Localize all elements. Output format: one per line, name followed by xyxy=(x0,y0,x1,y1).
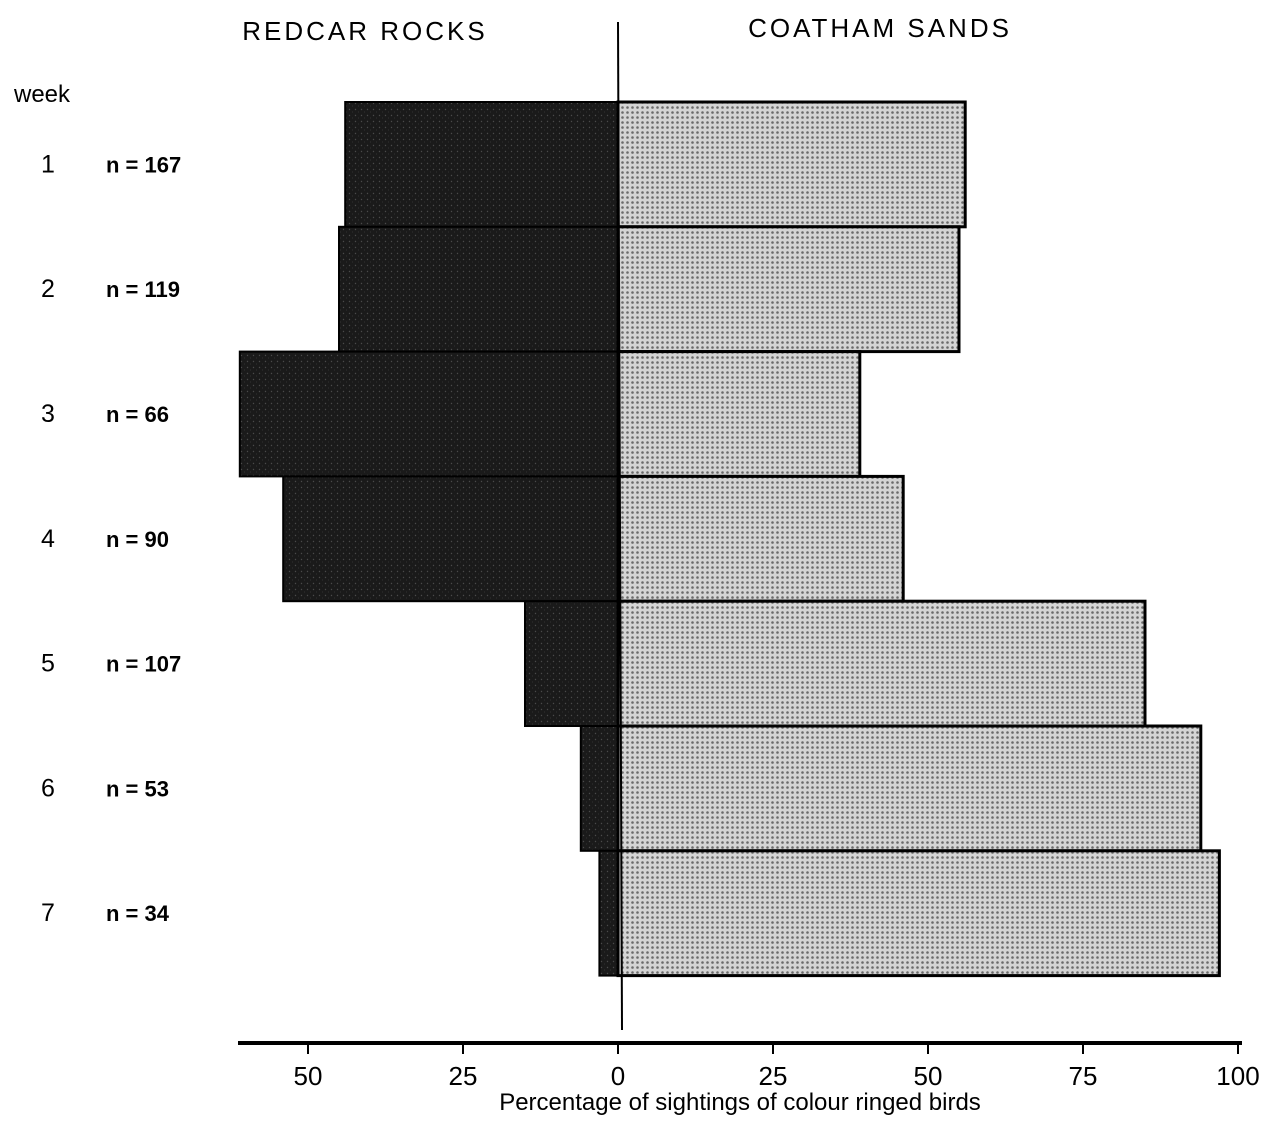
bar-coatham-week-7 xyxy=(616,849,1221,978)
right-header: COATHAM SANDS xyxy=(748,13,1012,43)
bar-redcar-week-2 xyxy=(338,225,619,353)
x-tick-label-75: 75 xyxy=(1069,1061,1098,1091)
week-label-6: 6 xyxy=(41,774,55,802)
bar-coatham-week-6 xyxy=(616,724,1203,853)
bar-redcar-week-3 xyxy=(238,350,620,478)
redcar-rocks-bars xyxy=(238,101,620,977)
bar-coatham-week-3 xyxy=(616,350,862,478)
left-header: REDCAR ROCKS xyxy=(242,16,487,46)
sample-size-label-week-5: n = 107 xyxy=(106,652,181,677)
week-label-3: 3 xyxy=(41,400,55,428)
row-labels: 1 n = 167 2 n = 119 3 n = 66 4 n = 90 5 n = 107 6 n… xyxy=(41,150,181,927)
bar-redcar-week-7 xyxy=(598,849,620,977)
week-label-4: 4 xyxy=(41,525,55,553)
sample-size-label-week-6: n = 53 xyxy=(106,776,169,801)
bar-coatham-week-2 xyxy=(616,225,961,354)
week-label-5: 5 xyxy=(41,650,55,678)
x-tick-label-neg25: 25 xyxy=(449,1061,478,1091)
center-divider-line xyxy=(617,21,623,1031)
coatham-sands-bars xyxy=(616,100,1221,978)
sample-size-label-week-7: n = 34 xyxy=(106,901,170,926)
bar-redcar-week-5 xyxy=(524,600,619,728)
sample-size-label-week-2: n = 119 xyxy=(106,277,180,302)
week-label-2: 2 xyxy=(41,275,55,303)
sample-size-label-week-4: n = 90 xyxy=(106,527,169,552)
x-tick-label-50: 50 xyxy=(914,1061,943,1091)
x-tick-label-0: 0 xyxy=(611,1061,625,1091)
sample-size-label-week-3: n = 66 xyxy=(106,402,169,427)
week-label-7: 7 xyxy=(41,899,55,927)
x-tick-label-100: 100 xyxy=(1216,1061,1259,1091)
bar-redcar-week-4 xyxy=(282,475,619,603)
x-tick-label-neg50: 50 xyxy=(294,1061,323,1091)
bar-redcar-week-6 xyxy=(579,725,619,852)
week-header: week xyxy=(13,81,71,108)
week-label-1: 1 xyxy=(41,150,55,178)
bar-redcar-week-1 xyxy=(344,101,619,228)
bar-coatham-week-1 xyxy=(616,100,967,229)
bar-coatham-week-4 xyxy=(616,474,905,603)
x-axis-label: Percentage of sightings of colour ringed… xyxy=(499,1089,981,1116)
x-axis-ticks: 50 25 0 25 50 75 100 xyxy=(294,1043,1260,1091)
x-tick-label-25: 25 xyxy=(759,1061,788,1091)
sample-size-label-week-1: n = 167 xyxy=(106,152,181,177)
bar-coatham-week-5 xyxy=(616,599,1147,728)
